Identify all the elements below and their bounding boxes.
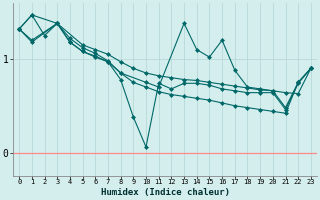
X-axis label: Humidex (Indice chaleur): Humidex (Indice chaleur) (100, 188, 229, 197)
